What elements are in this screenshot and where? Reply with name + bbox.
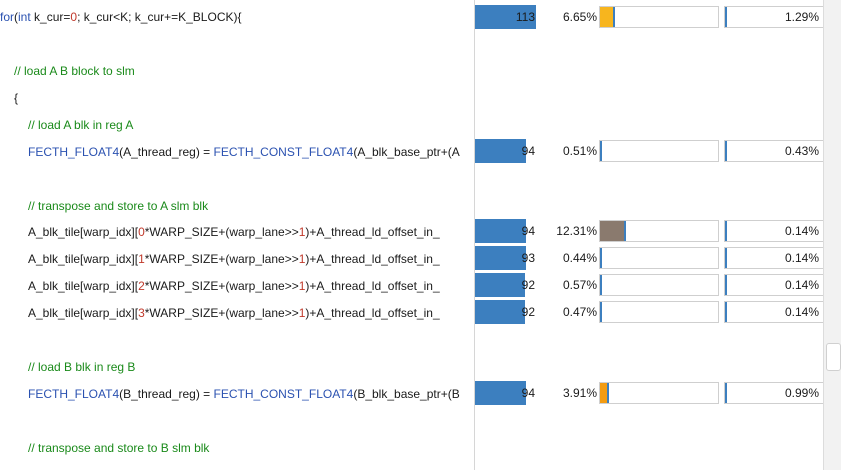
code-comment: // load B blk in reg B xyxy=(28,360,136,374)
sample-count-value: 94 xyxy=(521,386,535,400)
secondary-percent-marker xyxy=(725,141,727,161)
secondary-percent-value: 0.14% xyxy=(784,251,819,265)
percent-bar-marker xyxy=(600,275,602,295)
bar-fill xyxy=(475,246,526,270)
sample-count-value: 93 xyxy=(521,251,535,265)
percent-value: 6.65% xyxy=(562,10,597,24)
sample-count-bar: 94 xyxy=(475,381,539,405)
percent-bar xyxy=(599,301,719,323)
percent-value: 0.57% xyxy=(562,278,597,292)
scrollbar-thumb[interactable] xyxy=(826,343,841,371)
sample-count-bar: 92 xyxy=(475,300,539,324)
percent-value: 3.91% xyxy=(562,386,597,400)
percent-value: 0.47% xyxy=(562,305,597,319)
sample-count-value: 94 xyxy=(521,144,535,158)
secondary-percent-marker xyxy=(725,383,727,403)
secondary-percent-value: 0.14% xyxy=(784,305,819,319)
code-comment: // load A blk in reg A xyxy=(28,118,134,132)
secondary-percent-marker xyxy=(725,275,727,295)
sample-count-bar: 94 xyxy=(475,139,539,163)
secondary-percent-cell: 0.14% xyxy=(724,247,824,269)
code-line: A_blk_tile[warp_idx][2*WARP_SIZE+(warp_l… xyxy=(28,279,440,293)
percent-bar xyxy=(599,220,719,242)
percent-bar-marker xyxy=(600,141,602,161)
percent-value: 12.31% xyxy=(556,224,597,238)
secondary-percent-cell: 0.43% xyxy=(724,140,824,162)
percent-bar xyxy=(599,6,719,28)
secondary-percent-marker xyxy=(725,7,727,27)
code-line: FECTH_FLOAT4(B_thread_reg) = FECTH_CONST… xyxy=(28,387,460,401)
secondary-percent-marker xyxy=(725,248,727,268)
sample-count-value: 92 xyxy=(521,305,535,319)
code-comment: // transpose and store to A slm blk xyxy=(28,199,209,213)
pane-divider[interactable] xyxy=(474,0,475,470)
secondary-percent-cell: 0.14% xyxy=(724,301,824,323)
secondary-percent-value: 0.14% xyxy=(784,278,819,292)
secondary-percent-value: 0.14% xyxy=(784,224,819,238)
secondary-percent-cell: 1.29% xyxy=(724,6,824,28)
secondary-percent-marker xyxy=(725,221,727,241)
sample-count-value: 92 xyxy=(521,278,535,292)
code-line: FECTH_FLOAT4(A_thread_reg) = FECTH_CONST… xyxy=(28,145,460,159)
secondary-percent-value: 0.99% xyxy=(784,386,819,400)
secondary-percent-cell: 0.14% xyxy=(724,274,824,296)
percent-bar-marker xyxy=(624,221,626,241)
secondary-percent-value: 0.43% xyxy=(784,144,819,158)
code-line: A_blk_tile[warp_idx][1*WARP_SIZE+(warp_l… xyxy=(28,252,440,266)
percent-bar-marker xyxy=(613,7,615,27)
percent-bar-segment xyxy=(600,383,607,403)
bar-fill xyxy=(475,273,525,297)
code-line: A_blk_tile[warp_idx][3*WARP_SIZE+(warp_l… xyxy=(28,306,440,320)
secondary-percent-cell: 0.14% xyxy=(724,220,824,242)
secondary-percent-value: 1.29% xyxy=(784,10,819,24)
percent-bar xyxy=(599,274,719,296)
percent-bar xyxy=(599,247,719,269)
sample-count-bar: 93 xyxy=(475,246,539,270)
bar-fill xyxy=(475,5,536,29)
secondary-percent-marker xyxy=(725,302,727,322)
percent-value: 0.44% xyxy=(562,251,597,265)
bar-fill xyxy=(475,219,526,243)
percent-bar-marker xyxy=(600,302,602,322)
source-code-pane[interactable]: for(int k_cur=0; k_cur<K; k_cur+=K_BLOCK… xyxy=(0,0,474,470)
bar-fill xyxy=(475,300,525,324)
percent-bar-marker xyxy=(600,248,602,268)
sample-count-value: 113 xyxy=(515,10,535,24)
sample-count-bar: 92 xyxy=(475,273,539,297)
percent-bar-segment xyxy=(600,221,624,241)
vertical-scrollbar[interactable] xyxy=(823,0,841,470)
percent-bar-marker xyxy=(607,383,609,403)
percent-bar xyxy=(599,382,719,404)
sample-count-bar: 113 xyxy=(475,5,539,29)
sample-count-value: 94 xyxy=(521,224,535,238)
secondary-percent-cell: 0.99% xyxy=(724,382,824,404)
bar-fill xyxy=(475,381,526,405)
sample-count-bar: 94 xyxy=(475,219,539,243)
percent-bar xyxy=(599,140,719,162)
code-comment: // transpose and store to B slm blk xyxy=(28,441,210,455)
code-comment: // load A B block to slm xyxy=(14,64,135,78)
code-line: for(int k_cur=0; k_cur<K; k_cur+=K_BLOCK… xyxy=(0,10,242,24)
percent-value: 0.51% xyxy=(562,144,597,158)
percent-bar-segment xyxy=(600,7,613,27)
code-line: { xyxy=(14,91,19,105)
bar-fill xyxy=(475,139,526,163)
code-line: A_blk_tile[warp_idx][0*WARP_SIZE+(warp_l… xyxy=(28,225,440,239)
